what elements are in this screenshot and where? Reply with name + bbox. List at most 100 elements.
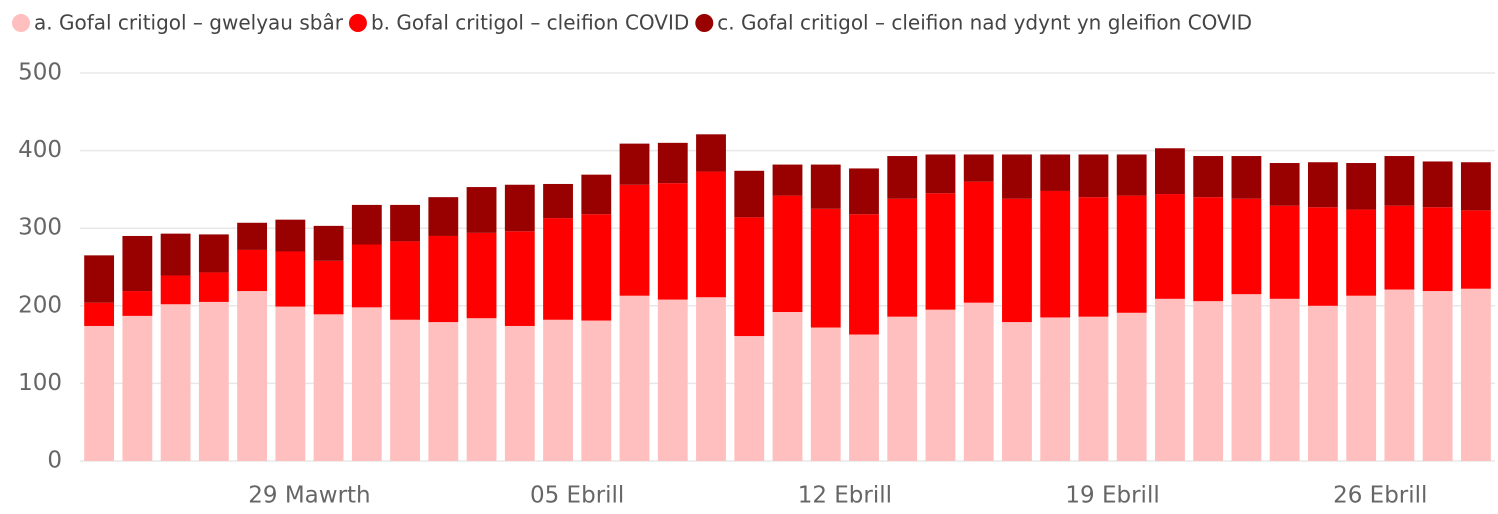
bar-segment xyxy=(1078,316,1109,461)
bar-segment xyxy=(122,235,153,292)
bar-segment xyxy=(1269,298,1300,461)
bar-segment xyxy=(1460,162,1491,211)
bar-segment xyxy=(1307,305,1338,461)
legend-marker xyxy=(12,14,30,32)
bar-segment xyxy=(504,184,535,232)
bar-segment xyxy=(810,164,841,209)
bar-segment xyxy=(122,291,153,316)
x-tick-label: 05 Ebrill xyxy=(530,483,624,509)
bar-segment xyxy=(657,183,688,300)
bar-segment xyxy=(849,168,879,215)
bar-segment xyxy=(619,143,650,185)
bar-segment xyxy=(772,195,803,313)
bar-segment xyxy=(963,181,994,303)
bar-segment xyxy=(1116,195,1147,313)
bar-segment xyxy=(1040,190,1071,318)
bar-segment xyxy=(1346,209,1377,296)
bar-segment xyxy=(466,318,497,461)
bar-segment xyxy=(1346,295,1377,461)
bar-segment xyxy=(84,325,115,461)
bar-segment xyxy=(696,171,726,298)
bar-segment xyxy=(1231,156,1262,199)
y-tick-label: 100 xyxy=(18,370,62,396)
bar-segment xyxy=(1384,205,1415,290)
bar-segment xyxy=(1040,154,1071,191)
bar-segment xyxy=(237,249,268,292)
bar-segment xyxy=(1346,163,1377,210)
bar-segment xyxy=(1422,291,1453,461)
bar-segment xyxy=(198,272,229,302)
bar-segment xyxy=(1002,198,1032,323)
bar-segment xyxy=(466,187,497,233)
bar-segment xyxy=(887,156,918,199)
bar-segment xyxy=(734,336,765,461)
x-tick-label: 12 Ebrill xyxy=(798,483,892,509)
bar-segment xyxy=(351,204,382,245)
bar-segment xyxy=(1193,301,1224,461)
bar-segment xyxy=(963,154,994,182)
bar-segment xyxy=(275,219,306,252)
bar-segment xyxy=(1384,289,1415,461)
bar-segment xyxy=(504,325,535,461)
bar-segment xyxy=(619,184,650,296)
bar-segment xyxy=(849,214,879,335)
bar-segment xyxy=(428,235,459,323)
bar-segment xyxy=(1040,317,1071,461)
bar-segment xyxy=(1269,205,1300,299)
bar-segment xyxy=(849,334,879,461)
bar-segment xyxy=(198,301,229,461)
bar-segment xyxy=(1307,207,1338,306)
bar-segment xyxy=(1193,197,1224,302)
bar-segment xyxy=(1269,163,1300,206)
bar-segment xyxy=(1155,298,1185,461)
bar-segment xyxy=(84,302,115,326)
bar-segment xyxy=(160,233,191,276)
x-tick-label: 19 Ebrill xyxy=(1065,483,1159,509)
bar-segment xyxy=(581,214,612,321)
bar-segment xyxy=(772,312,803,461)
legend-label: c. Gofal critigol – cleifion nad ydynt y… xyxy=(717,11,1252,35)
bar-segment xyxy=(1002,154,1032,199)
bar-segment xyxy=(1231,198,1262,295)
bar-segment xyxy=(925,154,956,194)
bar-segment xyxy=(428,197,459,236)
bar-segment xyxy=(925,309,956,461)
bar-segment xyxy=(1078,154,1109,198)
bar-segment xyxy=(963,302,994,461)
bar-segment xyxy=(1384,156,1415,206)
bar-segment xyxy=(657,299,688,461)
y-tick-label: 500 xyxy=(18,60,62,86)
bar-segment xyxy=(887,198,918,317)
bar-segment xyxy=(1460,288,1491,461)
y-tick-label: 0 xyxy=(47,448,62,474)
bar-segment xyxy=(390,319,420,461)
bar-segment xyxy=(1231,294,1262,461)
bar-segment xyxy=(1155,148,1185,195)
x-tick-label: 29 Mawrth xyxy=(248,483,370,509)
bar-segment xyxy=(581,174,612,215)
bar-segment xyxy=(237,222,268,250)
bar-segment xyxy=(84,255,115,303)
bar-segment xyxy=(1307,162,1338,208)
legend-label: a. Gofal critigol – gwelyau sbâr xyxy=(34,11,344,35)
bar-segment xyxy=(390,204,420,242)
bar-segment xyxy=(543,183,573,219)
bar-segment xyxy=(810,327,841,461)
bar-segment xyxy=(504,231,535,326)
bar-segment xyxy=(543,319,573,461)
bar-segment xyxy=(351,307,382,461)
bar-segment xyxy=(810,208,841,328)
bar-segment xyxy=(313,314,344,461)
bar-segment xyxy=(160,275,191,305)
bar-segment xyxy=(1155,194,1185,299)
bar-segment xyxy=(275,251,306,307)
bar-segment xyxy=(772,164,803,196)
bar-segment xyxy=(1002,322,1032,461)
bar-segment xyxy=(313,225,344,261)
y-tick-label: 400 xyxy=(18,137,62,163)
bar-segment xyxy=(1422,207,1453,292)
bar-segment xyxy=(1460,210,1491,289)
bar-segment xyxy=(1422,161,1453,208)
bar-segment xyxy=(734,170,765,218)
